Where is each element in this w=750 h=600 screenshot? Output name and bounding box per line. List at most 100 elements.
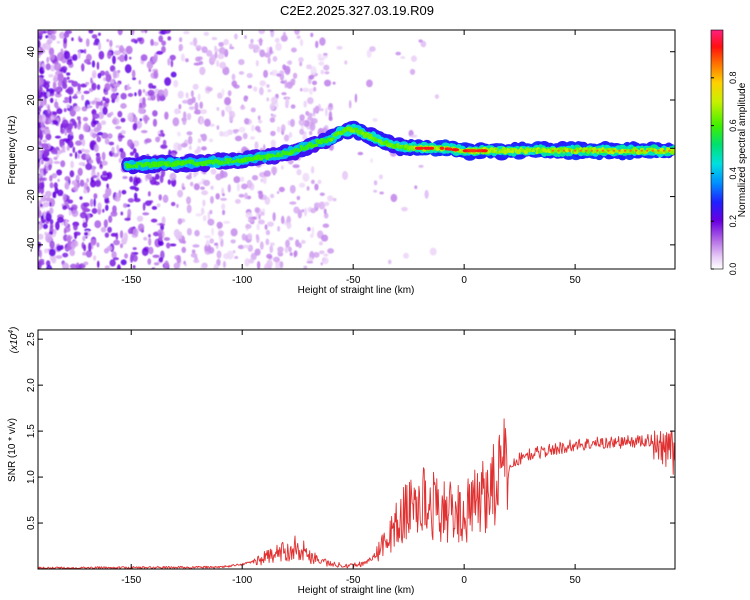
noise-blob bbox=[204, 118, 211, 127]
noise-blob bbox=[214, 45, 217, 50]
noise-blob bbox=[258, 37, 263, 47]
noise-blob bbox=[254, 141, 259, 150]
noise-blob bbox=[38, 233, 44, 240]
noise-blob bbox=[162, 194, 169, 203]
noise-blob bbox=[328, 102, 333, 108]
noise-blob bbox=[322, 257, 329, 265]
noise-blob bbox=[199, 101, 204, 109]
noise-blob bbox=[64, 96, 70, 101]
noise-blob bbox=[366, 49, 372, 58]
noise-blob bbox=[73, 121, 78, 129]
noise-blob bbox=[302, 87, 310, 93]
noise-blob bbox=[210, 185, 214, 190]
noise-blob bbox=[318, 241, 323, 246]
noise-blob bbox=[43, 157, 50, 162]
noise-blob bbox=[127, 93, 134, 97]
noise-blob bbox=[327, 248, 335, 254]
noise-blob bbox=[200, 186, 205, 190]
noise-blob bbox=[265, 229, 271, 236]
noise-blob bbox=[82, 116, 89, 122]
noise-blob bbox=[101, 176, 109, 181]
snr-scale-exponent: 4 bbox=[8, 330, 15, 334]
noise-blob bbox=[319, 108, 324, 112]
noise-blob bbox=[133, 116, 138, 123]
noise-blob bbox=[234, 33, 238, 40]
noise-blob bbox=[132, 123, 137, 131]
noise-blob bbox=[202, 179, 211, 187]
ridge-blob bbox=[385, 140, 389, 145]
noise-blob bbox=[215, 60, 220, 68]
noise-blob bbox=[170, 59, 174, 68]
noise-blob bbox=[400, 55, 406, 59]
noise-blob bbox=[111, 146, 115, 154]
noise-blob bbox=[314, 183, 319, 191]
noise-blob bbox=[81, 94, 85, 101]
noise-blob bbox=[289, 184, 296, 194]
noise-blob bbox=[203, 235, 211, 239]
ridge-blob bbox=[313, 143, 319, 147]
noise-blob bbox=[117, 69, 121, 73]
noise-blob bbox=[73, 183, 79, 192]
noise-blob bbox=[132, 265, 136, 269]
snr-x-tick-label: 0 bbox=[461, 575, 467, 586]
noise-blob bbox=[155, 136, 161, 143]
noise-blob bbox=[269, 117, 276, 123]
noise-blob bbox=[186, 113, 192, 121]
ridge-peak bbox=[607, 149, 610, 152]
noise-blob bbox=[107, 133, 113, 139]
noise-blob bbox=[301, 209, 305, 213]
noise-blob bbox=[38, 83, 43, 93]
noise-blob bbox=[299, 114, 305, 121]
noise-blob bbox=[116, 144, 120, 151]
noise-blob bbox=[267, 56, 271, 65]
noise-blob bbox=[97, 32, 101, 36]
noise-blob bbox=[72, 54, 78, 61]
noise-blob bbox=[74, 151, 78, 159]
noise-blob bbox=[293, 206, 300, 214]
noise-blob bbox=[395, 51, 401, 56]
noise-blob bbox=[296, 169, 302, 176]
noise-blob bbox=[56, 245, 62, 252]
spectrogram-marks bbox=[38, 30, 675, 269]
noise-blob bbox=[217, 53, 225, 60]
noise-blob bbox=[49, 240, 55, 249]
noise-blob bbox=[290, 118, 295, 128]
noise-blob bbox=[282, 31, 287, 41]
noise-blob bbox=[71, 80, 79, 87]
noise-blob bbox=[83, 188, 88, 194]
noise-blob bbox=[71, 180, 78, 186]
noise-blob bbox=[118, 134, 125, 139]
noise-blob bbox=[226, 250, 234, 260]
noise-blob bbox=[49, 219, 54, 225]
noise-blob bbox=[195, 45, 202, 51]
noise-blob bbox=[91, 69, 97, 79]
ridge-peak bbox=[573, 149, 577, 152]
noise-blob bbox=[85, 250, 93, 258]
noise-blob bbox=[420, 40, 427, 48]
chart-title: C2E2.2025.327.03.19.R09 bbox=[280, 3, 434, 18]
noise-blob bbox=[277, 250, 283, 255]
noise-blob bbox=[104, 83, 111, 92]
noise-blob bbox=[280, 165, 284, 170]
noise-blob bbox=[117, 110, 123, 118]
noise-blob bbox=[307, 97, 314, 105]
noise-blob bbox=[223, 220, 231, 224]
noise-blob bbox=[289, 252, 293, 257]
noise-blob bbox=[307, 112, 313, 118]
noise-blob bbox=[120, 117, 126, 123]
noise-blob bbox=[57, 91, 60, 95]
noise-blob bbox=[225, 105, 232, 113]
ridge-peak bbox=[596, 149, 599, 152]
noise-blob bbox=[401, 206, 408, 212]
ridge-peak bbox=[470, 149, 478, 153]
noise-blob bbox=[71, 37, 74, 42]
noise-blob bbox=[91, 82, 97, 91]
noise-blob bbox=[299, 87, 303, 92]
noise-blob bbox=[270, 193, 275, 199]
noise-blob bbox=[54, 62, 62, 71]
noise-blob bbox=[285, 239, 290, 248]
noise-blob bbox=[270, 113, 274, 117]
noise-blob bbox=[242, 244, 250, 249]
ridge-blob bbox=[298, 149, 302, 152]
noise-blob bbox=[49, 182, 54, 189]
